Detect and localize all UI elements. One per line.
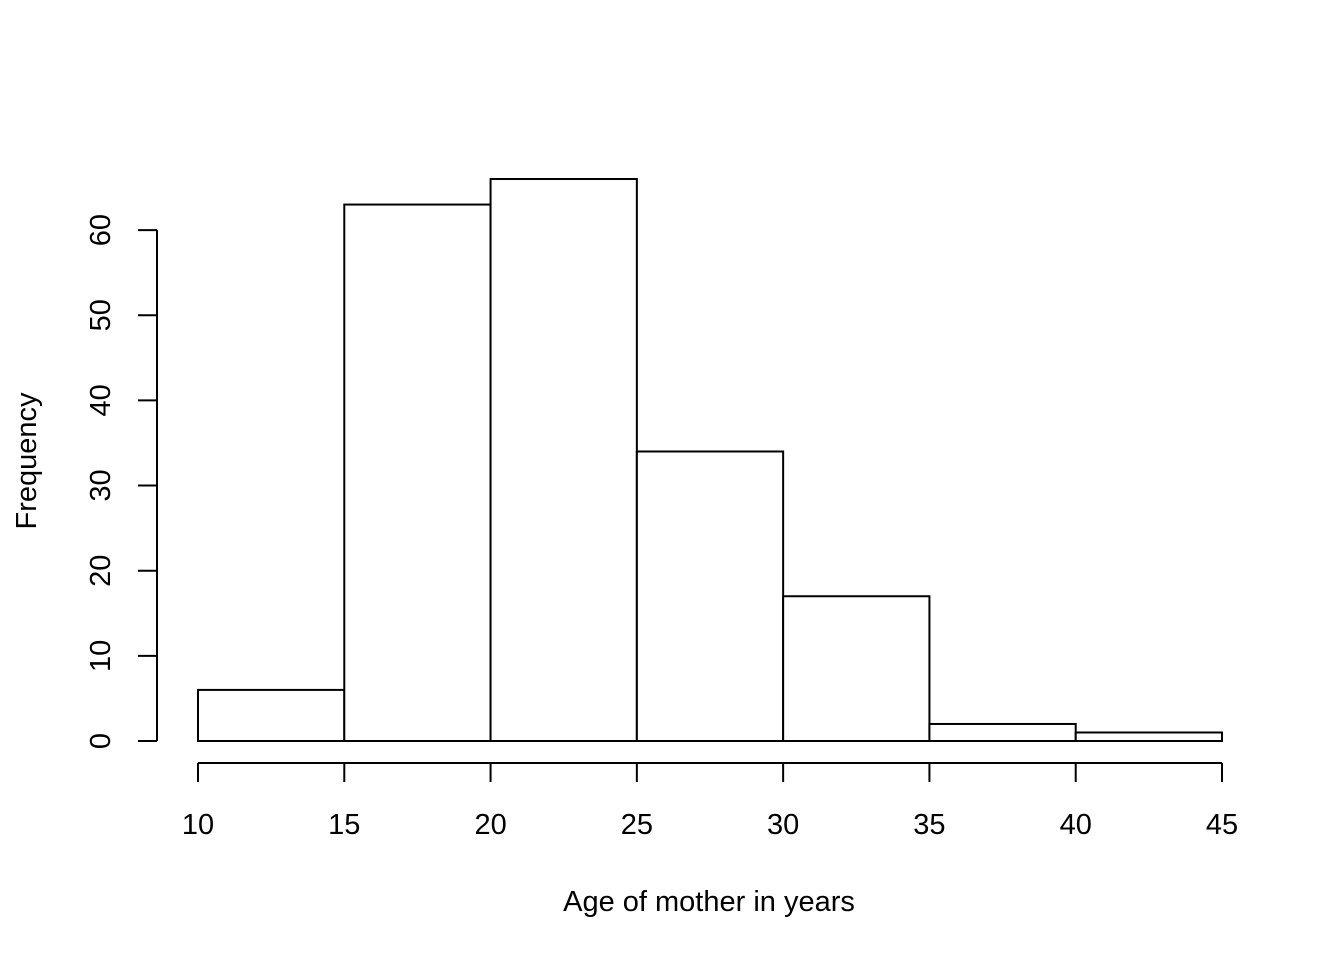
x-tick-label-10: 10 [182,809,214,841]
y-tick-label-30: 30 [85,469,117,501]
histogram-bar-5 [782,595,931,742]
y-tick-label-40: 40 [85,384,117,416]
y-tick-label-0: 0 [85,733,117,749]
y-tick-label-60: 60 [85,214,117,246]
histogram-bar-3 [489,178,638,742]
histogram-bar-2 [343,203,492,742]
y-tick-label-20: 20 [85,555,117,587]
x-tick-label-30: 30 [767,809,799,841]
y-axis-label: Frequency [11,392,43,530]
x-tick-label-35: 35 [913,809,945,841]
histogram-bar-1 [197,688,346,742]
histogram-bar-4 [635,450,785,742]
x-axis: 10 15 20 25 30 35 40 45 [182,762,1238,841]
x-tick-label-15: 15 [328,809,360,841]
histogram-bar-6 [928,722,1077,742]
y-axis: 0 10 20 30 40 50 60 [85,214,158,749]
y-tick-label-50: 50 [85,299,117,331]
histogram-bars [197,178,1223,742]
x-tick-label-20: 20 [474,809,506,841]
histogram-bar-7 [1074,731,1223,742]
x-tick-label-45: 45 [1206,809,1238,841]
x-axis-label: Age of mother in years [563,886,855,918]
x-tick-label-40: 40 [1060,809,1092,841]
y-tick-label-10: 10 [85,640,117,672]
x-tick-label-25: 25 [621,809,653,841]
